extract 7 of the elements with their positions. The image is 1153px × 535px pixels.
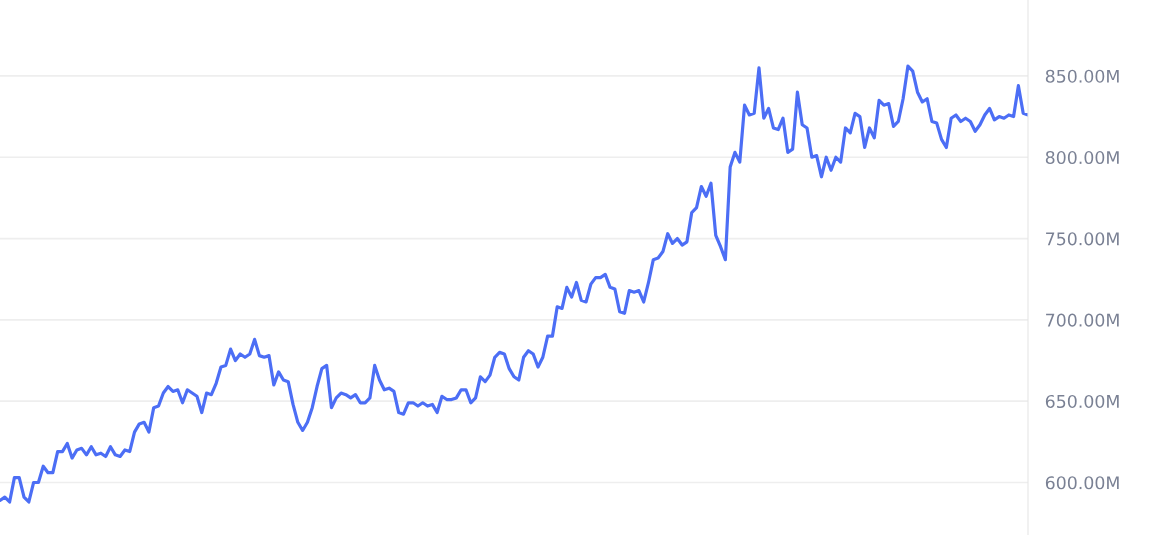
y-tick-label: 850.00M <box>1045 69 1119 83</box>
line-series <box>0 64 1028 504</box>
y-tick-label: 700.00M <box>1046 313 1119 327</box>
y-tick-label: 750.00M <box>1046 232 1119 246</box>
y-tick-label: 600.00M <box>1045 476 1119 490</box>
y-tick-label: 800.00M <box>1045 150 1119 165</box>
y-tick-label: 650.00M <box>1045 394 1119 409</box>
